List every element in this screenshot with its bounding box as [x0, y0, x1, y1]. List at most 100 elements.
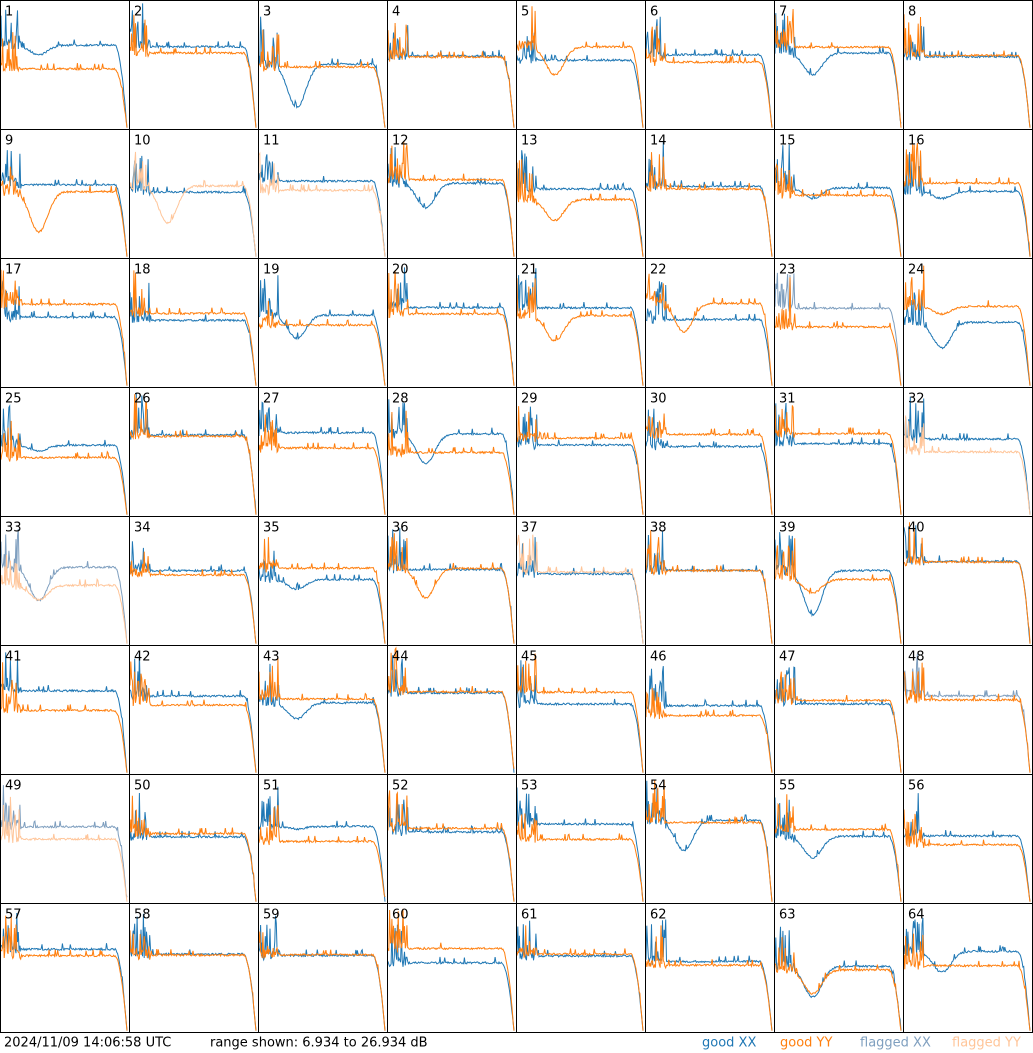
spectrum-yy	[0, 269, 128, 386]
panel: 35	[258, 516, 388, 646]
spectrum-xx	[129, 652, 257, 773]
panel-label: 19	[263, 263, 280, 278]
panel-frame	[516, 903, 646, 1033]
spectrum-xx	[774, 532, 902, 644]
spectrum-yy	[129, 270, 257, 386]
spectrum-xx	[645, 919, 773, 1031]
panel: 58	[129, 903, 259, 1033]
panel-label: 30	[650, 392, 667, 407]
spectrum-xx	[516, 32, 644, 128]
panel-label: 36	[392, 521, 409, 536]
panel: 23	[774, 258, 904, 388]
range-text: range shown: 6.934 to 26.934 dB	[210, 1036, 428, 1051]
spectrum-xx	[129, 155, 257, 257]
panel: 15	[774, 129, 904, 259]
spectrum-yy	[645, 25, 773, 128]
panel-label: 28	[392, 392, 409, 407]
spectrum-yy	[258, 657, 386, 773]
panel-label: 11	[263, 134, 280, 149]
spectrum-yy	[903, 662, 1031, 773]
spectrum-yy	[774, 937, 902, 1031]
panel-frame	[387, 516, 517, 646]
panel-frame	[903, 774, 1033, 904]
panel-label: 63	[779, 908, 796, 923]
spectrum-xx	[258, 663, 386, 773]
panel-label: 43	[263, 650, 280, 665]
panel: 13	[516, 129, 646, 259]
panel-label: 5	[521, 5, 529, 20]
spectrum-yy	[516, 278, 644, 386]
panel: 39	[774, 516, 904, 646]
panel-label: 27	[263, 392, 280, 407]
spectrum-yy	[387, 270, 515, 386]
panel-label: 26	[134, 392, 151, 407]
panel-label: 8	[908, 5, 916, 20]
panel-label: 13	[521, 134, 538, 149]
panel: 30	[645, 387, 775, 517]
panel-frame	[258, 129, 388, 259]
panel-label: 41	[5, 650, 22, 665]
spectrum-xx	[903, 917, 1031, 1031]
spectrum-yy	[903, 415, 1031, 515]
panel: 11	[258, 129, 388, 259]
panel: 54	[645, 774, 775, 904]
panel-frame	[387, 645, 517, 775]
spectrum-xx	[387, 924, 515, 1031]
spectrum-yy	[903, 809, 1031, 902]
panel-frame	[0, 129, 130, 259]
panel-frame	[0, 903, 130, 1033]
spectrum-yy	[387, 22, 515, 128]
spectrum-xx	[129, 541, 257, 644]
spectrum-yy	[258, 300, 386, 386]
spectrum-yy	[387, 140, 515, 257]
panel-frame	[0, 0, 130, 130]
panel-frame	[903, 258, 1033, 388]
spectrum-xx	[516, 268, 644, 386]
spectrum-yy	[129, 14, 257, 128]
spectrum-yy	[516, 6, 644, 128]
panel: 18	[129, 258, 259, 388]
panel-frame	[645, 903, 775, 1033]
panel-label: 10	[134, 134, 151, 149]
spectrum-xx	[774, 402, 902, 515]
panel-label: 25	[5, 392, 22, 407]
spectrum-xx	[645, 780, 773, 902]
panel-label: 33	[5, 521, 22, 536]
panel-label: 38	[650, 521, 667, 536]
panel: 24	[903, 258, 1033, 388]
spectrum-xx	[516, 150, 644, 257]
panel: 61	[516, 903, 646, 1033]
spectrum-yy	[387, 646, 515, 769]
spectrum-xx	[258, 915, 386, 1031]
panel-label: 45	[521, 650, 538, 665]
spectrum-xx	[645, 16, 773, 128]
spectrum-yy	[129, 151, 257, 257]
panel-label: 64	[908, 908, 925, 923]
spectrum-yy	[645, 687, 773, 773]
panel-label: 15	[779, 134, 796, 149]
spectrum-xx	[903, 151, 1031, 257]
panel: 31	[774, 387, 904, 517]
spectrum-yy	[258, 151, 386, 257]
panel: 1	[0, 0, 130, 130]
spectrum-xx	[774, 926, 902, 1031]
spectrum-yy	[774, 277, 902, 386]
panel-label: 46	[650, 650, 667, 665]
spectrum-yy	[129, 661, 257, 773]
panel-label: 2	[134, 5, 142, 20]
spectrum-yy	[903, 933, 1031, 1031]
spectrum-yy	[645, 152, 773, 257]
panel: 4	[387, 0, 517, 130]
panel-frame	[516, 129, 646, 259]
panel-frame	[774, 129, 904, 259]
panel-label: 23	[779, 263, 796, 278]
panel-frame	[645, 645, 775, 775]
spectrum-xx	[645, 141, 773, 257]
panel-label: 51	[263, 779, 280, 794]
spectrum-yy	[0, 420, 128, 515]
panel-frame	[387, 774, 517, 904]
legend-entry: good YY	[780, 1036, 832, 1051]
spectrum-yy	[0, 915, 128, 1031]
panel: 59	[258, 903, 388, 1033]
spectrum-xx	[774, 797, 902, 902]
